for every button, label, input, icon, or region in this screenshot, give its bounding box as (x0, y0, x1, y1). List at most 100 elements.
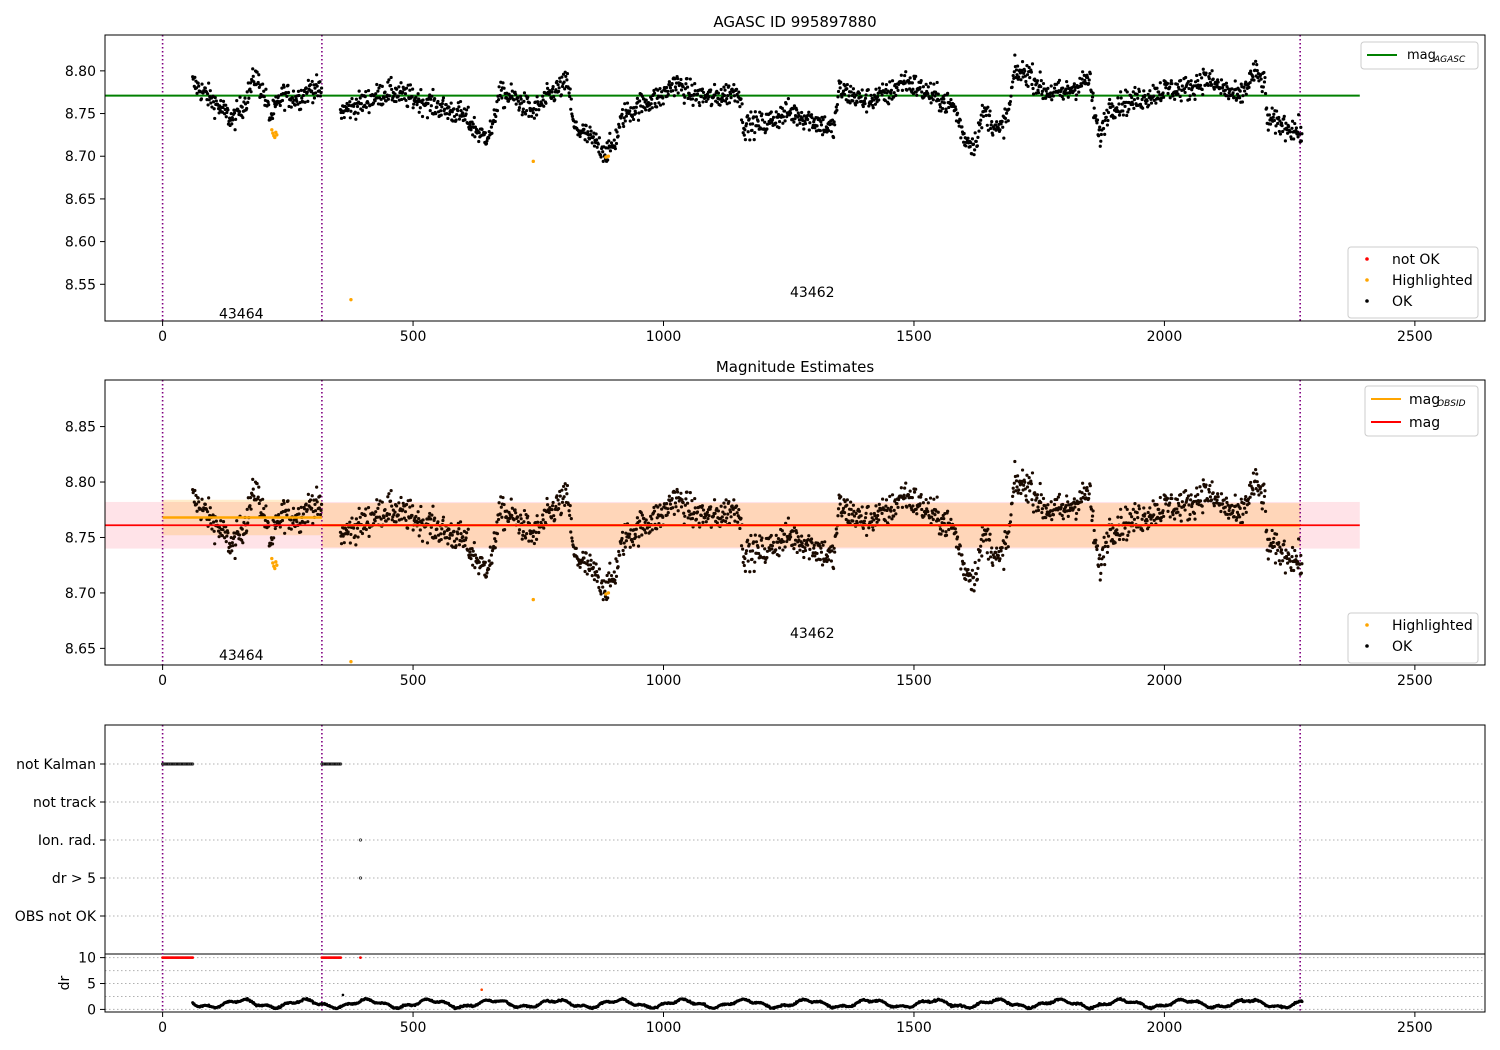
ok-point (729, 515, 733, 519)
ok-point (346, 530, 350, 534)
ok-point (421, 518, 425, 522)
ok-point (433, 97, 437, 101)
ok-point (553, 517, 557, 522)
ok-point (441, 515, 446, 519)
ok-point (709, 88, 713, 92)
ok-point (1208, 71, 1212, 76)
ok-point (490, 561, 494, 565)
ok-point (313, 502, 317, 507)
ok-point (601, 159, 605, 164)
ok-point (944, 530, 948, 534)
ok-point (657, 101, 661, 105)
ok-point (1200, 504, 1204, 508)
ok-point (889, 91, 893, 95)
ok-point (439, 537, 443, 542)
ok-point (1128, 512, 1133, 516)
ok-point (1262, 70, 1266, 75)
ok-point (685, 490, 689, 494)
ok-point (1131, 90, 1135, 94)
ok-point (777, 554, 781, 558)
ok-point (836, 507, 841, 511)
ok-point (737, 507, 741, 512)
ok-point (904, 70, 908, 74)
ok-point (995, 546, 999, 550)
ok-point (732, 94, 736, 98)
ok-point (395, 504, 399, 508)
ok-point (609, 573, 614, 578)
ok-point (595, 138, 599, 142)
ok-point (835, 531, 839, 535)
ok-point (286, 90, 291, 95)
ok-point (894, 512, 898, 516)
ok-point (684, 497, 688, 501)
ok-point (393, 510, 397, 514)
ok-point (1146, 510, 1150, 515)
ok-point (550, 87, 555, 91)
ok-point (825, 126, 830, 130)
ok-point (195, 91, 199, 95)
ok-point (1146, 92, 1150, 96)
ok-point (676, 490, 680, 494)
ok-point (1061, 517, 1065, 521)
ok-point (926, 510, 930, 514)
ok-point (316, 512, 320, 517)
ok-point (1130, 521, 1134, 525)
ok-point (221, 527, 225, 532)
ok-point (355, 104, 360, 109)
ok-point (313, 86, 317, 90)
ok-point (672, 94, 676, 98)
ok-point (227, 541, 232, 545)
magnitude-panel: Magnitude Estimates 0 500 1000 1500 2000 2500… (65, 358, 1486, 689)
ok-point (1132, 529, 1136, 533)
ok-point (1249, 480, 1253, 485)
ok-point (621, 121, 625, 126)
ok-point (975, 144, 979, 148)
ok-point (601, 585, 605, 589)
ok-point (248, 81, 253, 85)
ok-point (296, 89, 301, 93)
ok-point (367, 111, 371, 115)
ok-point (499, 88, 503, 92)
ok-point (614, 141, 619, 146)
ok-point (756, 545, 760, 549)
ok-point (1243, 506, 1247, 510)
ok-point (1282, 117, 1286, 121)
ok-point (1230, 503, 1234, 507)
ok-point (947, 105, 951, 110)
ok-point (1164, 502, 1168, 506)
ok-point (851, 503, 856, 507)
ok-point (1125, 538, 1129, 542)
ok-point (802, 114, 806, 118)
ok-point (360, 531, 365, 536)
ok-point (318, 513, 323, 517)
ok-point (477, 572, 481, 576)
ok-point (1195, 486, 1199, 490)
ok-point (770, 547, 774, 551)
ok-point (958, 544, 962, 548)
ok-point (1041, 496, 1046, 501)
ok-point (416, 510, 420, 514)
ok-point (819, 546, 823, 550)
ok-point (1227, 97, 1231, 101)
ok-point (1265, 528, 1269, 532)
ok-point (972, 589, 976, 593)
ok-point (440, 102, 444, 106)
ok-point (1164, 86, 1168, 90)
ok-point (670, 497, 674, 501)
ok-point (519, 513, 523, 517)
ok-point (791, 529, 795, 533)
ok-point (442, 530, 447, 534)
ok-point (319, 502, 324, 506)
ok-point (386, 495, 390, 499)
ok-point (1208, 80, 1213, 84)
ok-point (926, 85, 930, 89)
ok-point (1111, 526, 1115, 530)
ok-point (727, 84, 731, 88)
ok-point (713, 511, 717, 516)
x-tick-label: 500 (400, 1020, 427, 1036)
ok-point (1293, 121, 1297, 126)
ok-point (272, 536, 276, 540)
ok-point (1117, 537, 1122, 542)
ok-point (419, 504, 423, 509)
ok-point (1132, 106, 1136, 110)
